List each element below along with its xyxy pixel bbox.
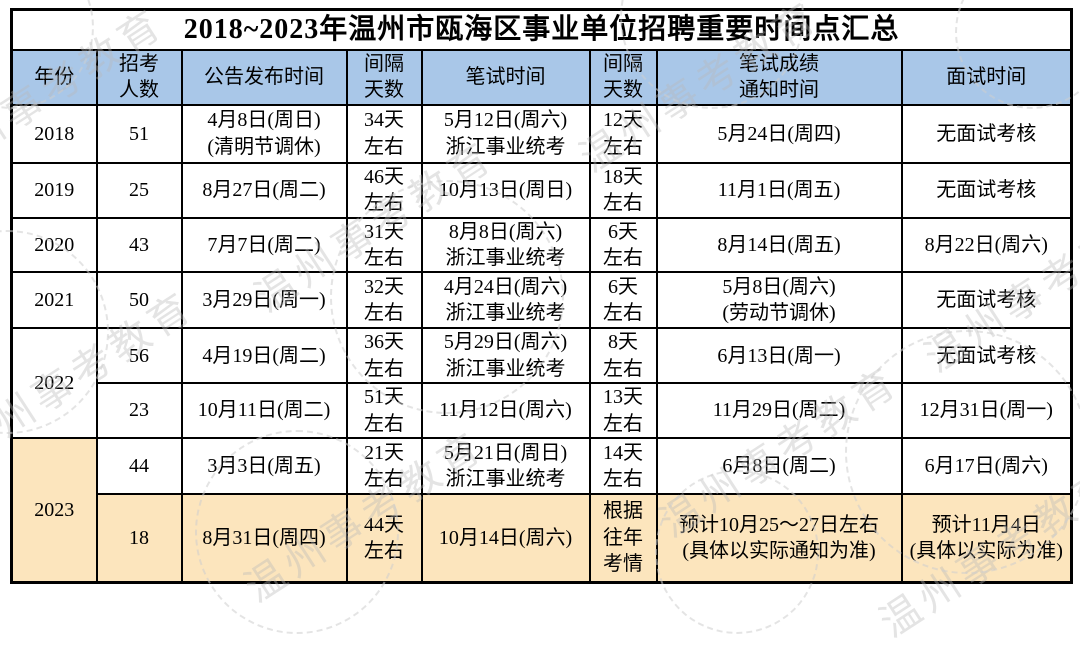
score-notice-cell: 6月13日(周一) xyxy=(655,327,903,385)
col-header-recruit-count: 招考 人数 xyxy=(95,49,183,106)
written-exam-cell: 10月13日(周日) xyxy=(420,161,591,219)
col-header-year: 年份 xyxy=(10,49,98,106)
announcement-cell: 7月7日(周二) xyxy=(180,216,348,274)
gap-days-cell: 21天 左右 xyxy=(345,436,423,495)
gap-days-cell: 46天 左右 xyxy=(345,161,423,219)
score-notice-cell: 5月8日(周六) (劳动节调休) xyxy=(655,271,903,330)
col-header-score-notice-time: 笔试成绩 通知时间 xyxy=(655,49,903,106)
gap-days-cell: 8天 左右 xyxy=(588,327,658,385)
written-exam-cell: 11月12日(周六) xyxy=(420,382,591,439)
year-cell: 2018 xyxy=(10,103,98,164)
score-notice-cell: 11月29日(周二) xyxy=(655,382,903,439)
row-2021: 2021 50 3月29日(周一) 32天 左右 4月24日(周六) 浙江事业统… xyxy=(10,271,1073,330)
recruit-count-cell: 43 xyxy=(95,216,183,274)
gap-days-cell: 6天 左右 xyxy=(588,271,658,330)
row-2023-first: 2023 44 3月3日(周五) 21天 左右 5月21日(周日) 浙江事业统考… xyxy=(10,436,1073,584)
gap-days-cell: 6天 左右 xyxy=(588,216,658,274)
row-2022-first: 2022 56 4月19日(周二) 36天 左右 5月29日(周六) 浙江事业统… xyxy=(10,327,1073,439)
score-notice-cell: 11月1日(周五) xyxy=(655,161,903,219)
recruit-count-cell: 56 xyxy=(95,327,183,385)
gap-days-cell: 32天 左右 xyxy=(345,271,423,330)
interview-cell: 无面试考核 xyxy=(900,327,1073,385)
recruitment-timeline-sheet: 2018~2023年温州市瓯海区事业单位招聘重要时间点汇总 年份 招考 人数 公… xyxy=(10,8,1074,584)
written-exam-cell: 10月14日(周六) xyxy=(420,492,591,584)
header-row: 年份 招考 人数 公告发布时间 间隔 天数 笔试时间 间隔 天数 笔试成绩 通知… xyxy=(10,49,1073,106)
score-notice-cell: 5月24日(周四) xyxy=(655,103,903,164)
year-cell-merged-2023: 2023 xyxy=(10,436,98,584)
gap-days-cell: 44天 左右 xyxy=(345,492,423,584)
year-cell-merged-2022: 2022 xyxy=(10,327,98,439)
announcement-cell: 4月19日(周二) xyxy=(180,327,348,385)
score-notice-cell: 6月8日(周二) xyxy=(655,436,903,495)
row-2020: 2020 43 7月7日(周二) 31天 左右 8月8日(周六) 浙江事业统考 … xyxy=(10,216,1073,274)
recruit-count-cell: 51 xyxy=(95,103,183,164)
recruit-count-cell: 44 xyxy=(95,436,183,495)
announcement-cell: 8月27日(周二) xyxy=(180,161,348,219)
col-header-written-exam-time: 笔试时间 xyxy=(420,49,591,106)
col-header-gap-days-1: 间隔 天数 xyxy=(345,49,423,106)
row-2022-second: 23 10月11日(周二) 51天 左右 11月12日(周六) 13天 左右 1… xyxy=(12,382,1073,439)
recruit-count-cell: 50 xyxy=(95,271,183,330)
col-header-interview-time: 面试时间 xyxy=(900,49,1073,106)
col-header-announcement-time: 公告发布时间 xyxy=(180,49,348,106)
score-notice-cell: 8月14日(周五) xyxy=(655,216,903,274)
gap-days-cell: 18天 左右 xyxy=(588,161,658,219)
interview-cell: 8月22日(周六) xyxy=(900,216,1073,274)
announcement-cell: 10月11日(周二) xyxy=(180,382,348,439)
year-cell: 2020 xyxy=(10,216,98,274)
col-header-gap-days-2: 间隔 天数 xyxy=(588,49,658,106)
gap-days-cell: 根据 往年 考情 xyxy=(588,492,658,584)
announcement-cell: 8月31日(周四) xyxy=(180,492,348,584)
row-2018: 2018 51 4月8日(周日) (清明节调休) 34天 左右 5月12日(周六… xyxy=(10,103,1073,164)
written-exam-cell: 5月21日(周日) 浙江事业统考 xyxy=(420,436,591,495)
written-exam-cell: 8月8日(周六) 浙江事业统考 xyxy=(420,216,591,274)
recruit-count-cell: 25 xyxy=(95,161,183,219)
title-row: 2018~2023年温州市瓯海区事业单位招聘重要时间点汇总 xyxy=(10,8,1073,51)
gap-days-cell: 31天 左右 xyxy=(345,216,423,274)
table-title: 2018~2023年温州市瓯海区事业单位招聘重要时间点汇总 xyxy=(10,8,1073,51)
gap-days-cell: 34天 左右 xyxy=(345,103,423,164)
gap-days-cell: 51天 左右 xyxy=(345,382,423,439)
recruit-count-cell: 18 xyxy=(95,492,183,584)
written-exam-cell: 5月29日(周六) 浙江事业统考 xyxy=(420,327,591,385)
interview-cell: 无面试考核 xyxy=(900,103,1073,164)
score-notice-cell: 预计10月25～27日左右 (具体以实际通知为准) xyxy=(655,492,903,584)
gap-days-cell: 36天 左右 xyxy=(345,327,423,385)
interview-cell: 无面试考核 xyxy=(900,161,1073,219)
interview-cell: 12月31日(周一) xyxy=(900,382,1073,439)
announcement-cell: 4月8日(周日) (清明节调休) xyxy=(180,103,348,164)
recruit-count-cell: 23 xyxy=(95,382,183,439)
written-exam-cell: 4月24日(周六) 浙江事业统考 xyxy=(420,271,591,330)
announcement-cell: 3月3日(周五) xyxy=(180,436,348,495)
written-exam-cell: 5月12日(周六) 浙江事业统考 xyxy=(420,103,591,164)
gap-days-cell: 12天 左右 xyxy=(588,103,658,164)
announcement-cell: 3月29日(周一) xyxy=(180,271,348,330)
row-2023-second: 18 8月31日(周四) 44天 左右 10月14日(周六) 根据 往年 考情 … xyxy=(12,492,1073,584)
row-2019: 2019 25 8月27日(周二) 46天 左右 10月13日(周日) 18天 … xyxy=(10,161,1073,219)
gap-days-cell: 14天 左右 xyxy=(588,436,658,495)
year-cell: 2021 xyxy=(10,271,98,330)
interview-cell: 预计11月4日 (具体以实际为准) xyxy=(900,492,1073,584)
year-cell: 2019 xyxy=(10,161,98,219)
recruitment-timeline-table: 2018~2023年温州市瓯海区事业单位招聘重要时间点汇总 年份 招考 人数 公… xyxy=(10,8,1074,584)
interview-cell: 6月17日(周六) xyxy=(900,436,1073,495)
gap-days-cell: 13天 左右 xyxy=(588,382,658,439)
interview-cell: 无面试考核 xyxy=(900,271,1073,330)
